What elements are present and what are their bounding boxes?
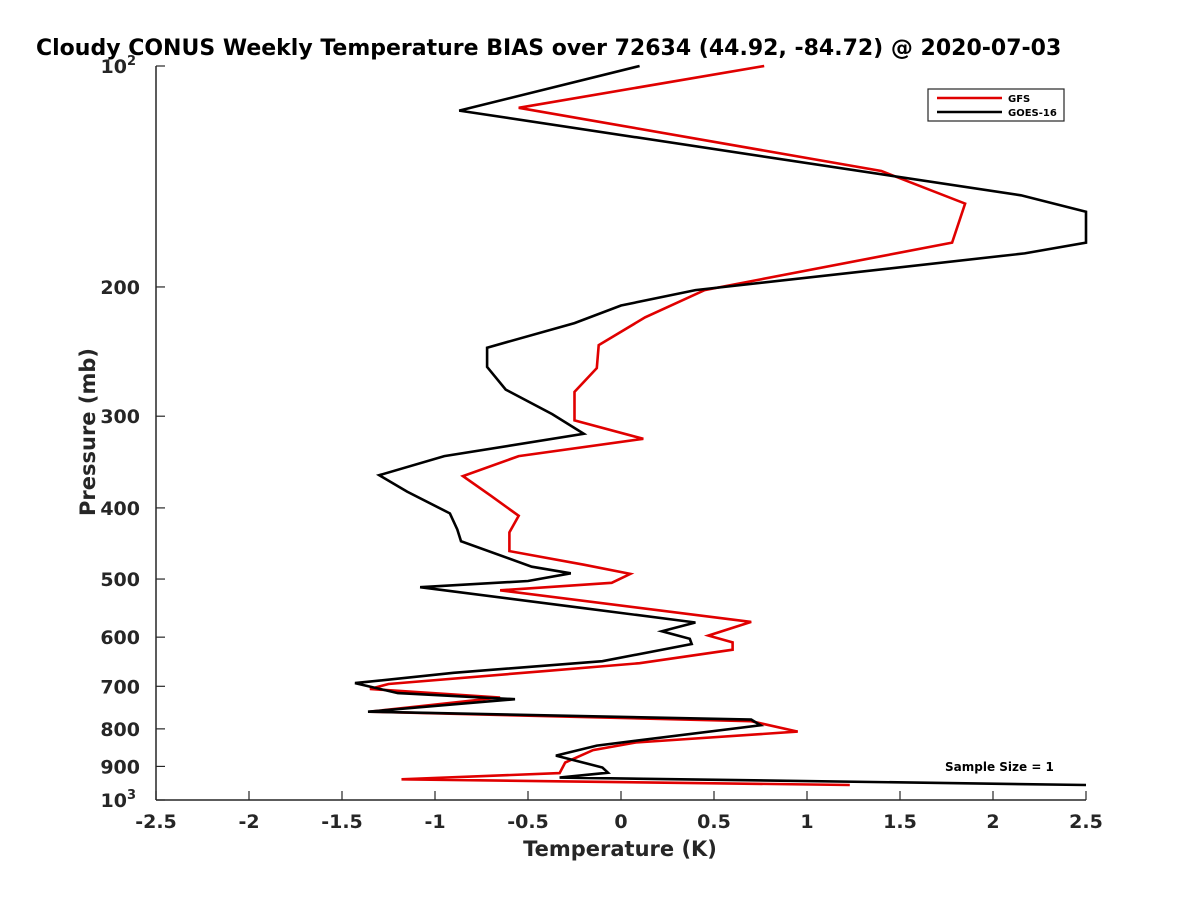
legend-box [927,88,1065,122]
plot-area [354,64,1088,787]
x-tick-label: 0 [614,811,627,833]
y-tick-label: 103 [101,788,137,812]
x-tick-label: 0.5 [697,811,731,833]
series-line-goes-16 [354,64,1088,787]
chart-title: Cloudy CONUS Weekly Temperature BIAS ove… [36,36,1061,61]
x-tick-label: -0.5 [507,811,549,833]
series-line-gfs [369,64,967,787]
legend-label: GFS [1008,94,1030,105]
y-tick-label: 600 [100,627,140,649]
y-tick-label: 900 [100,756,140,778]
sample-size-annotation: Sample Size = 1 [945,760,1054,774]
x-tick-label: -2 [238,811,259,833]
axes: -2.5 -2 -1.5 -1 -0.5 0 0.5 1 1.5 2 2.5 102 200 300 400… [100,54,1103,833]
x-tick-label: -2.5 [135,811,177,833]
x-tick-label: -1 [424,811,445,833]
y-tick-label: 102 [101,54,137,78]
x-tick-label: 2 [986,811,999,833]
y-tick-label: 700 [100,676,140,698]
x-tick-label: 1 [800,811,813,833]
y-tick-label: 400 [100,498,140,520]
x-tick-label: 2.5 [1069,811,1103,833]
y-tick-label: 500 [100,569,140,591]
y-axis-label: Pressure (mb) [76,348,100,516]
y-tick-label: 300 [100,406,140,428]
y-tick-label: 200 [100,277,140,299]
x-tick-label: -1.5 [321,811,363,833]
y-tick-label: 800 [100,719,140,741]
x-axis-label: Temperature (K) [523,837,717,861]
x-tick-label: 1.5 [883,811,917,833]
legend: GFS GOES-16 [927,88,1065,122]
legend-label: GOES-16 [1008,108,1057,119]
